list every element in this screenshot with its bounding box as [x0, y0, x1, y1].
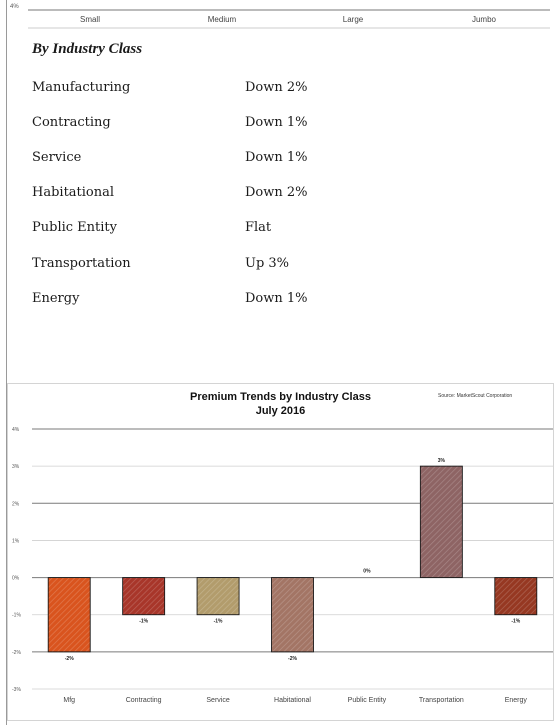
industry-row: Habitational Down 2% [0, 185, 560, 205]
top-chart-category: Small [79, 15, 100, 24]
bar [196, 577, 240, 616]
industry-value: Up 3% [245, 256, 290, 271]
bar [271, 577, 314, 653]
bar [494, 577, 538, 616]
data-label: 0% [363, 569, 371, 575]
industry-name: Habitational [32, 185, 115, 200]
industry-value: Down 1% [245, 115, 308, 130]
industry-value: Down 1% [245, 291, 308, 306]
industry-name: Contracting [32, 115, 111, 130]
industry-row: Manufacturing Down 2% [0, 80, 560, 100]
industry-value: Flat [245, 220, 272, 235]
x-tick-label: Energy [505, 697, 528, 704]
y-tick-label: 2% [12, 501, 20, 507]
data-label: 3% [438, 458, 446, 464]
industry-row: Service Down 1% [0, 150, 560, 170]
chart-source: Source: MarketScout Corporation [438, 393, 513, 399]
top-chart-category: Jumbo [471, 15, 496, 24]
page-edge-line [6, 0, 7, 725]
data-label: -1% [214, 619, 223, 625]
x-tick-label: Transportation [419, 697, 464, 704]
industry-row: Public Entity Flat [0, 220, 560, 240]
top-chart-tick-label: 4% [10, 4, 19, 10]
bar [419, 465, 463, 579]
industry-name: Manufacturing [32, 80, 131, 95]
y-tick-label: 0% [12, 576, 20, 582]
chart-plot: 4% 3% 2% 1% 0% -1% -2% -3% -2% Mfg -1% Contracting -… [12, 427, 553, 704]
industry-name: Service [32, 150, 82, 165]
x-tick-label: Contracting [126, 697, 162, 704]
top-chart-fragment: 4% Small Medium Large Jumbo [10, 0, 550, 32]
premium-trends-chart: 4% 3% 2% 1% 0% -1% -2% -3% -2% Mfg -1% Contracting -… [7, 383, 554, 721]
x-tick-label: Habitational [274, 697, 311, 704]
industry-name: Energy [32, 291, 80, 306]
y-tick-label: 3% [12, 464, 20, 470]
industry-row: Energy Down 1% [0, 291, 560, 311]
top-chart-category: Large [342, 15, 364, 24]
section-title: By Industry Class [32, 41, 143, 57]
bar [122, 577, 166, 616]
data-label: -2% [288, 656, 297, 662]
industry-name: Transportation [32, 256, 131, 271]
x-tick-label: Public Entity [348, 697, 387, 704]
industry-name: Public Entity [32, 220, 117, 235]
industry-row: Contracting Down 1% [0, 115, 560, 135]
y-tick-label: -1% [12, 613, 21, 619]
industry-value: Down 1% [245, 150, 308, 165]
y-tick-label: 1% [12, 538, 20, 544]
data-label: -1% [511, 619, 520, 625]
y-tick-label: -3% [12, 687, 21, 693]
y-tick-label: -2% [12, 650, 21, 656]
chart-title: Premium Trends by Industry Class [190, 391, 371, 403]
x-tick-label: Mfg [63, 697, 75, 704]
industry-row: Transportation Up 3% [0, 256, 560, 276]
industry-value: Down 2% [245, 185, 308, 200]
x-tick-label: Service [206, 697, 229, 704]
data-label: -1% [139, 619, 148, 625]
y-tick-label: 4% [12, 427, 20, 433]
chart-subtitle: July 2016 [255, 405, 306, 417]
data-label: -2% [65, 656, 74, 662]
top-chart-category: Medium [207, 15, 237, 24]
industry-value: Down 2% [245, 80, 308, 95]
top-chart-axis [28, 9, 550, 29]
bar [47, 577, 91, 653]
